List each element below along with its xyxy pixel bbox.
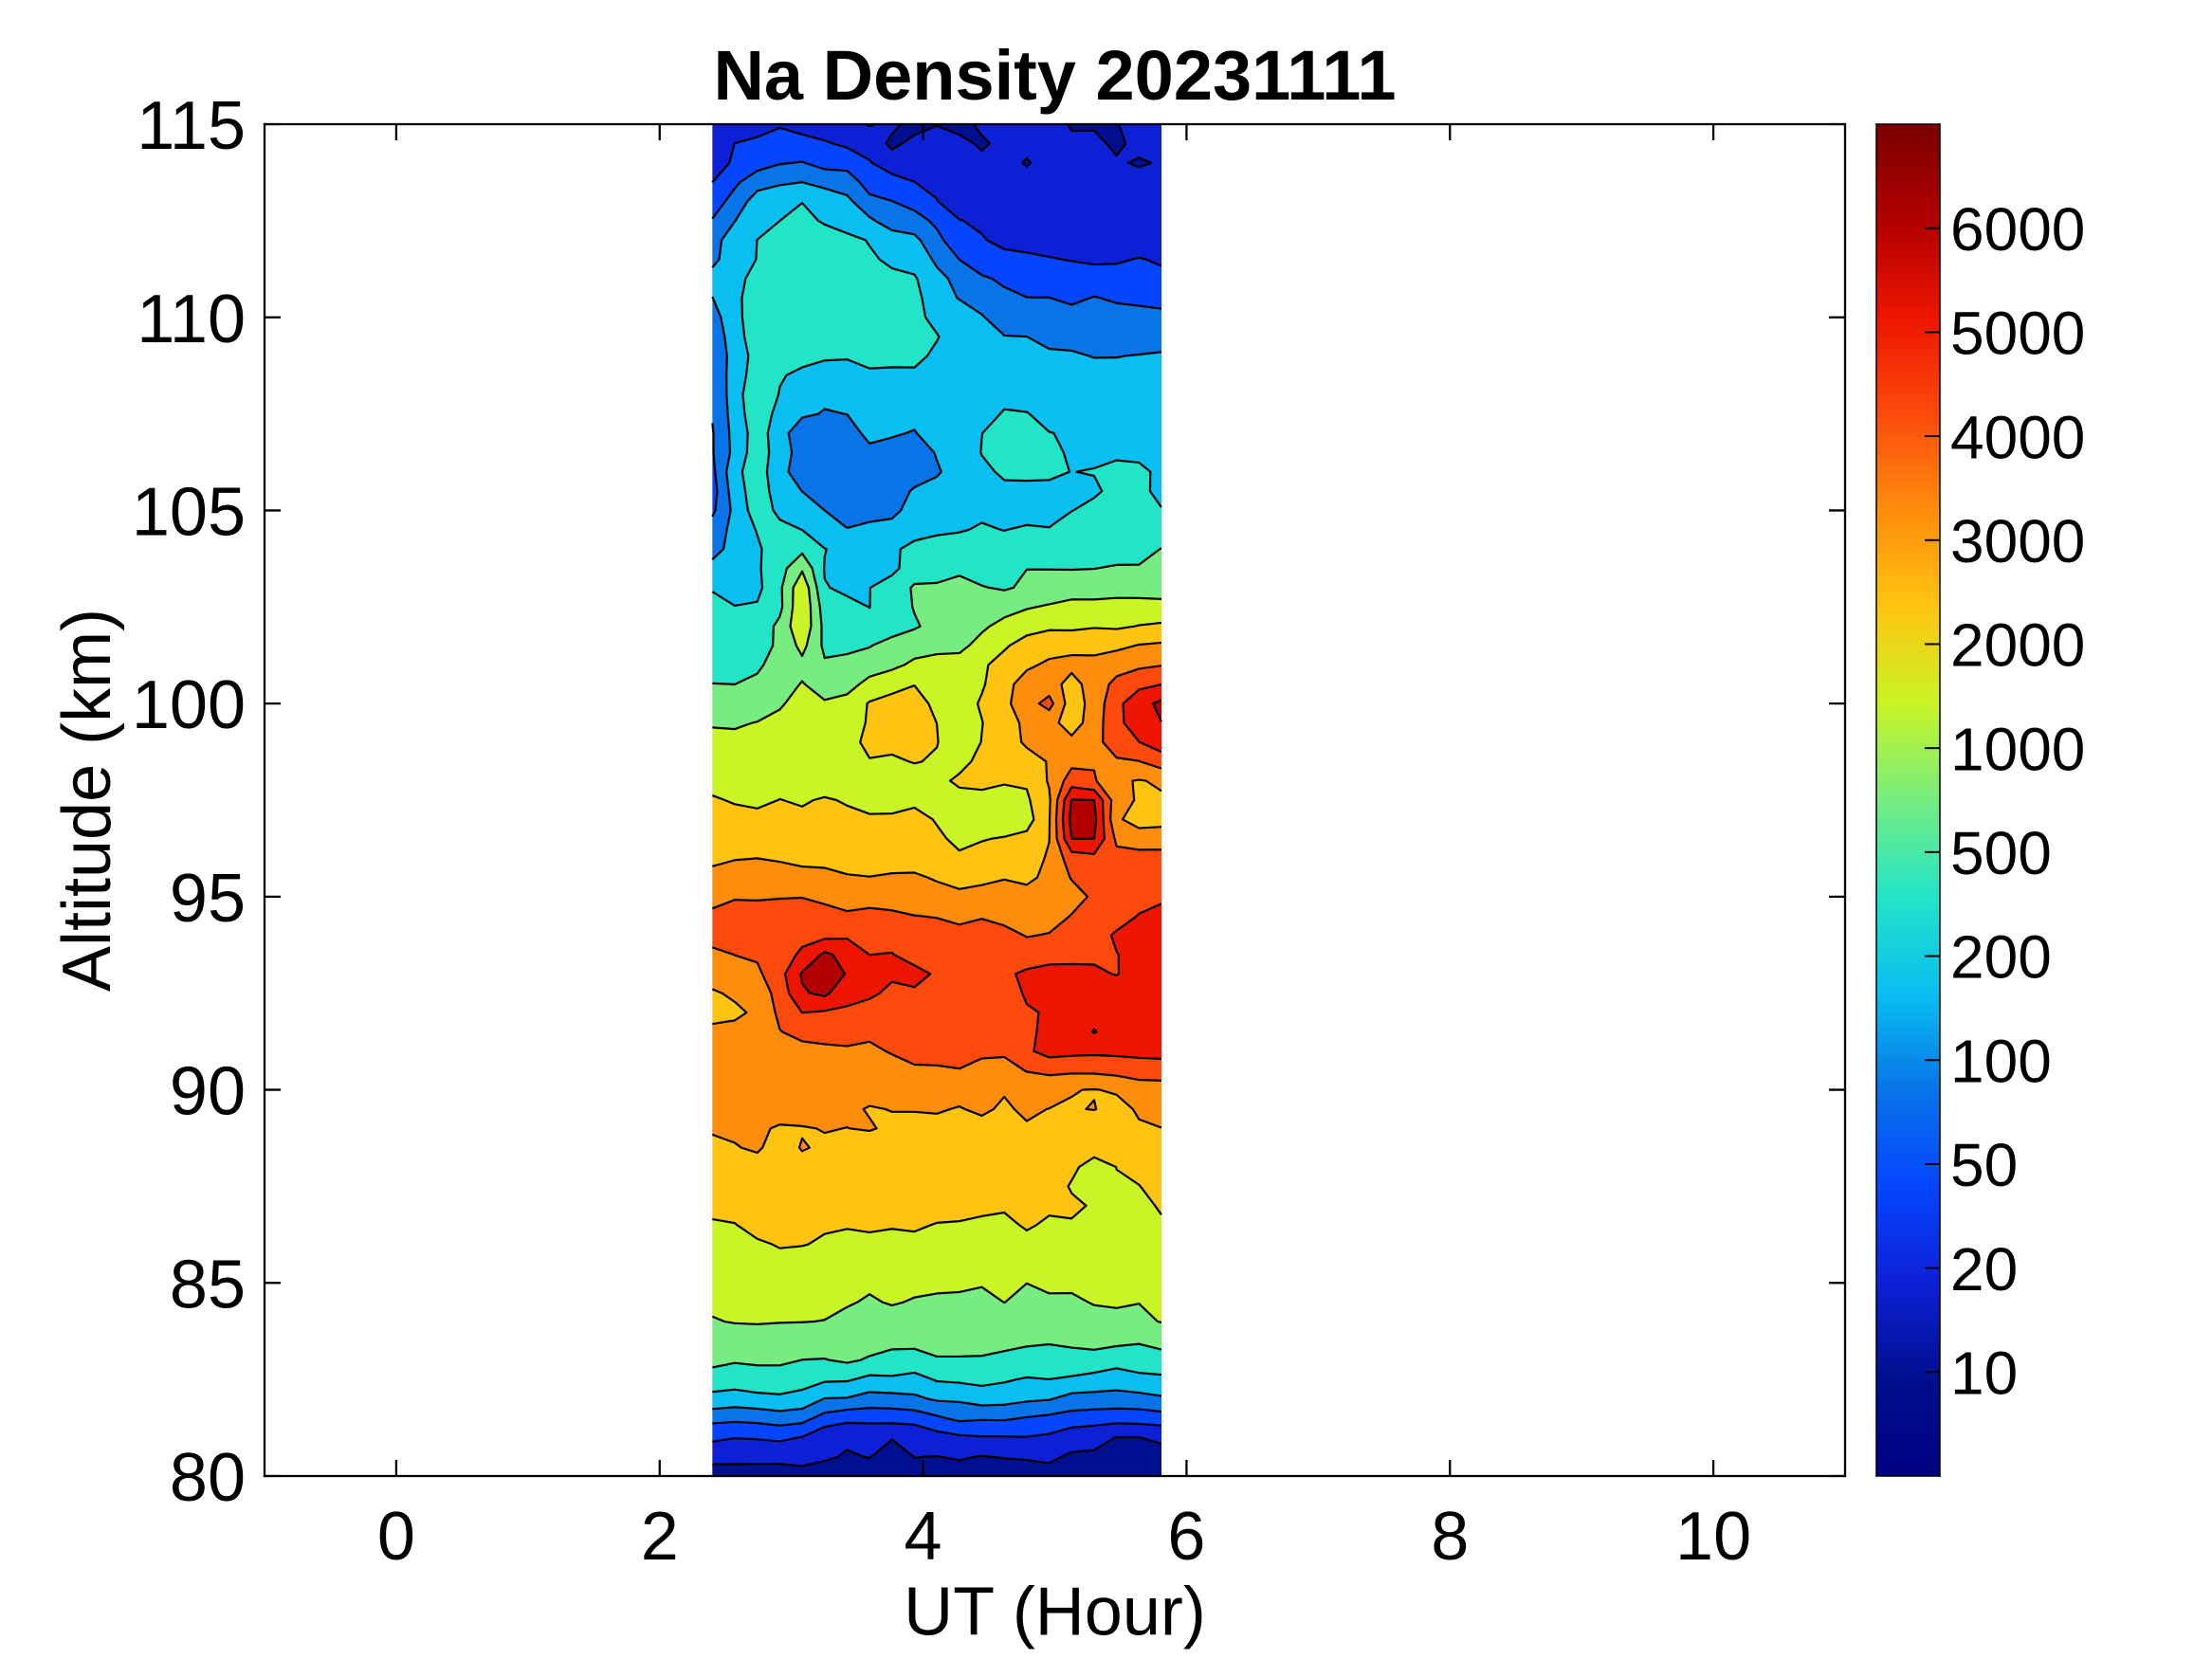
svg-text:1000: 1000	[1950, 715, 2085, 783]
svg-text:3000: 3000	[1950, 507, 2085, 575]
svg-text:10: 10	[1675, 1499, 1751, 1575]
svg-text:115: 115	[137, 88, 246, 164]
svg-text:100: 100	[132, 667, 246, 743]
svg-text:Na Density 20231111: Na Density 20231111	[713, 36, 1396, 115]
svg-text:8: 8	[1431, 1499, 1469, 1575]
svg-text:100: 100	[1950, 1027, 2052, 1095]
svg-text:4000: 4000	[1950, 403, 2085, 471]
svg-text:6: 6	[1167, 1499, 1205, 1575]
svg-text:20: 20	[1950, 1235, 2018, 1304]
svg-text:6000: 6000	[1950, 195, 2085, 264]
svg-text:5000: 5000	[1950, 300, 2085, 368]
svg-text:105: 105	[132, 475, 246, 551]
svg-text:200: 200	[1950, 923, 2052, 992]
svg-text:50: 50	[1950, 1131, 2018, 1199]
svg-text:110: 110	[137, 282, 246, 357]
svg-text:95: 95	[170, 861, 246, 937]
svg-text:2: 2	[641, 1499, 679, 1575]
svg-text:80: 80	[170, 1440, 246, 1516]
svg-text:85: 85	[170, 1247, 246, 1322]
svg-text:0: 0	[377, 1499, 415, 1575]
svg-text:Altitude (km): Altitude (km)	[49, 609, 125, 992]
svg-text:4: 4	[905, 1499, 942, 1575]
svg-text:10: 10	[1950, 1339, 2018, 1407]
svg-text:UT (Hour): UT (Hour)	[904, 1574, 1206, 1650]
svg-text:500: 500	[1950, 819, 2052, 887]
svg-text:90: 90	[170, 1054, 246, 1130]
svg-text:2000: 2000	[1950, 611, 2085, 680]
